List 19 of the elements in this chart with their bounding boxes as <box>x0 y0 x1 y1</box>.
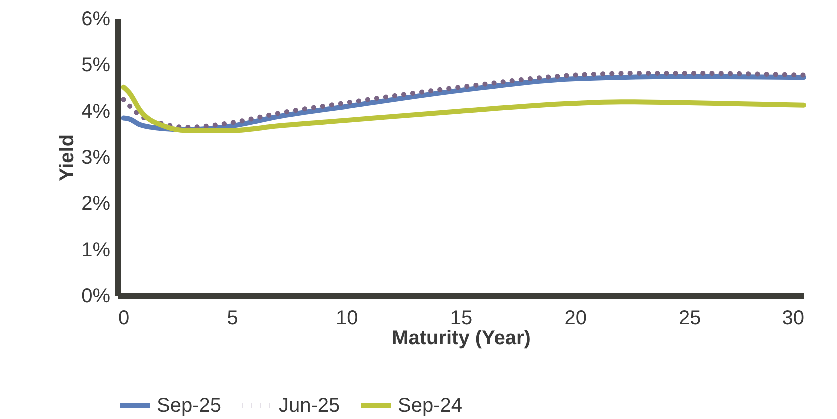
legend-label: Jun-25 <box>279 394 340 417</box>
x-tick-label: 30 <box>782 308 804 330</box>
x-tick-label: 25 <box>679 308 702 330</box>
y-tick-label: 0% <box>82 286 111 308</box>
y-tick-label: 4% <box>82 100 111 123</box>
y-tick-label: 5% <box>82 54 111 77</box>
x-tick-label: 5 <box>227 308 238 330</box>
x-tick-label: 20 <box>564 308 587 330</box>
y-tick-label: 6% <box>82 8 111 30</box>
y-tick-label: 2% <box>82 193 111 216</box>
x-axis-title: Maturity (Year) <box>392 328 531 350</box>
x-tick-label: 15 <box>450 308 473 330</box>
legend-label: Sep-25 <box>157 394 222 417</box>
y-axis-title: Yield <box>56 134 79 182</box>
x-tick-label: 0 <box>118 308 130 330</box>
y-tick-label: 1% <box>82 239 111 262</box>
y-tick-label: 3% <box>82 147 111 169</box>
x-tick-label: 10 <box>336 308 358 330</box>
legend-label: Sep-24 <box>398 394 462 417</box>
